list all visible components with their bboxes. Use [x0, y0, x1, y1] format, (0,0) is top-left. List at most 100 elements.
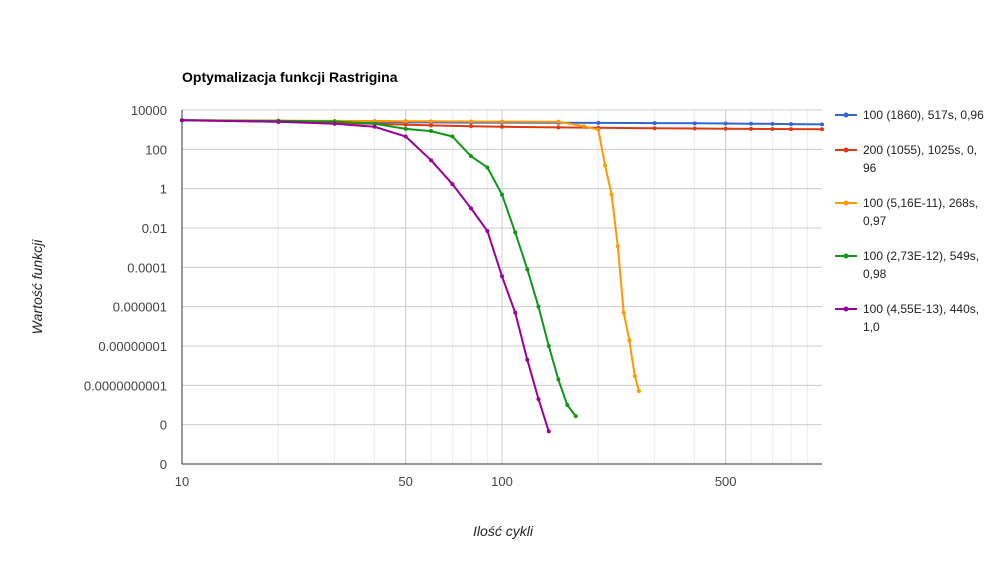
y-tick-label: 0.0001 — [127, 260, 167, 275]
series-1-point — [749, 121, 754, 126]
series-1-point — [770, 121, 775, 126]
y-tick-label: 0 — [160, 418, 167, 433]
x-axis-title: Ilość cykli — [473, 523, 534, 539]
series-2-point — [749, 126, 754, 131]
series-4-point — [573, 414, 578, 419]
series-line-5 — [181, 119, 550, 432]
series-line-3 — [181, 119, 640, 392]
series-3-point — [500, 119, 504, 124]
series-2-point — [500, 124, 504, 129]
series-2-point — [556, 125, 561, 130]
y-axis-title: Wartość funkcji — [29, 239, 45, 335]
legend-swatch-marker — [843, 306, 849, 312]
legend-swatch-marker — [843, 147, 849, 153]
series-1-point — [692, 121, 697, 126]
series-5-point — [450, 182, 455, 187]
series-3-point — [637, 388, 642, 393]
series-5-point — [429, 158, 434, 163]
series-4-point — [429, 129, 434, 134]
series-5-point — [403, 134, 408, 139]
chart-title: Optymalizacja funkcji Rastrigina — [182, 69, 398, 85]
series-4-point — [485, 165, 490, 170]
legend-item-3[interactable]: 100 (5,16E-11), 268s, 0,97 — [835, 196, 978, 228]
series-4-point — [403, 126, 408, 131]
legend-swatch-marker — [843, 200, 849, 206]
series-line-4 — [181, 119, 577, 417]
series-4-point — [450, 134, 455, 139]
series-2-point — [403, 122, 408, 127]
series-3-point — [403, 119, 408, 124]
series-3-point — [609, 192, 614, 197]
series-3-point — [615, 244, 620, 249]
series-2-point — [820, 127, 824, 132]
series-4-point — [468, 154, 473, 159]
series-5-point — [276, 119, 281, 124]
series-2-point — [692, 126, 697, 131]
legend-swatch-marker — [843, 253, 849, 259]
y-tick-label: 0.01 — [142, 221, 167, 236]
series-5-point — [180, 118, 184, 123]
series-5-point — [546, 429, 551, 434]
series-3-point — [603, 163, 608, 168]
series-2-point — [652, 126, 657, 131]
series-5-point — [332, 121, 337, 126]
series-4-point — [546, 344, 551, 348]
series-1-point — [788, 122, 793, 127]
axes: 10 50 100 500 10000 100 1 0.01 0.0001 0.000001 0.0… — [84, 103, 822, 489]
series-3-point — [581, 124, 586, 129]
series-2-point — [770, 127, 775, 132]
series-3-point — [596, 127, 601, 132]
series-4-point — [513, 230, 518, 235]
y-tick-label: 0.000001 — [113, 300, 167, 315]
series-1-point — [723, 121, 728, 126]
legend-label: 100 (5,16E-11), 268s, 0,97 — [863, 196, 978, 228]
legend-label: 100 (2,73E-12), 549s, 0,98 — [863, 249, 979, 281]
series-3-point — [429, 119, 434, 124]
series-2-point — [723, 126, 728, 131]
series-5-point — [372, 124, 377, 129]
series-1-point — [820, 122, 824, 127]
legend-label: 100 (4,55E-13), 440s, 1,0 — [863, 302, 979, 334]
series-1-point — [596, 120, 601, 125]
series-3-point — [556, 119, 561, 124]
x-tick-label: 500 — [715, 474, 737, 489]
legend-swatch-marker — [843, 112, 849, 118]
series-2-point — [429, 123, 434, 128]
series-5-point — [536, 397, 541, 402]
series-3-point — [468, 119, 473, 124]
series-5-point — [468, 206, 473, 211]
x-tick-label: 50 — [398, 474, 412, 489]
series-4-point — [372, 121, 377, 126]
legend: 100 (1860), 517s, 0,96 200 (1055), 1025s,… — [835, 108, 984, 334]
grid-lines — [181, 109, 822, 465]
series-lines — [180, 118, 824, 434]
legend-label: 100 (1860), 517s, 0,96 — [863, 108, 984, 122]
series-1-point — [652, 121, 657, 126]
legend-label: 200 (1055), 1025s, 0, 96 — [863, 143, 977, 175]
y-tick-label: 0.0000000001 — [84, 378, 167, 393]
series-4-point — [565, 403, 570, 407]
legend-item-4[interactable]: 100 (2,73E-12), 549s, 0,98 — [835, 249, 979, 281]
series-5-point — [525, 357, 530, 362]
y-tick-label: 0 — [160, 457, 167, 472]
y-tick-label: 100 — [145, 142, 167, 157]
series-4-point — [500, 192, 504, 197]
series-3-point — [621, 310, 626, 315]
y-tick-label: 10000 — [131, 103, 167, 118]
series-5-point — [500, 274, 504, 279]
series-4-point — [536, 304, 541, 309]
y-tick-label: 0.00000001 — [98, 339, 167, 354]
series-4-point — [556, 377, 561, 382]
series-3-point — [632, 373, 637, 378]
series-2-point — [788, 127, 793, 132]
legend-item-1[interactable]: 100 (1860), 517s, 0,96 — [835, 108, 984, 122]
series-5-point — [485, 229, 490, 234]
series-2-point — [468, 124, 473, 129]
series-5-point — [513, 310, 518, 315]
series-4-point — [525, 267, 530, 272]
x-tick-label: 10 — [175, 474, 189, 489]
legend-item-5[interactable]: 100 (4,55E-13), 440s, 1,0 — [835, 302, 979, 334]
legend-item-2[interactable]: 200 (1055), 1025s, 0, 96 — [835, 143, 977, 175]
y-tick-label: 1 — [160, 182, 167, 197]
